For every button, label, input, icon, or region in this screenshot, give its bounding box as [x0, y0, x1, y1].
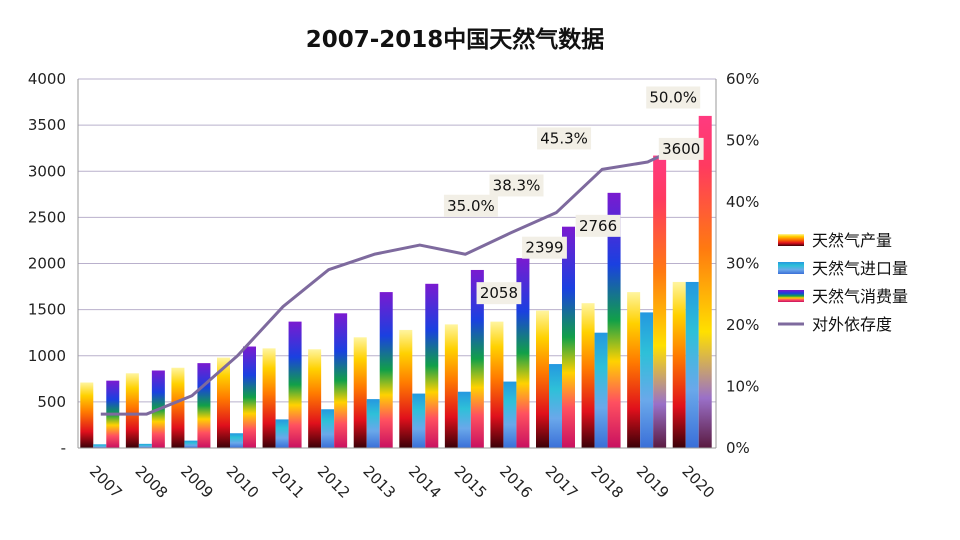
bar-天然气产量-2010 — [217, 357, 230, 448]
x-tick-label: 2013 — [359, 462, 399, 502]
x-tick-label: 2008 — [132, 462, 172, 502]
y-right-tick-label: 60% — [726, 70, 759, 88]
y-right-tick-label: 40% — [726, 193, 759, 211]
bar-天然气进口量-2009 — [184, 440, 198, 448]
bar-天然气产量-2019 — [627, 292, 641, 448]
bar-天然气产量-2020 — [672, 281, 686, 448]
x-tick-label: 2011 — [268, 462, 308, 502]
x-tick-label: 2007 — [86, 462, 126, 502]
bar-天然气产量-2016 — [490, 321, 504, 448]
y-right-tick-label: 30% — [726, 255, 759, 273]
bar-天然气消费量-2009 — [197, 363, 211, 448]
legend-swatch — [778, 234, 804, 246]
y-right-tick-label: 10% — [726, 378, 759, 396]
legend-label: 天然气消费量 — [812, 287, 908, 306]
x-tick-label: 2009 — [177, 462, 217, 502]
chart-title: 2007-2018中国天然气数据 — [305, 27, 605, 53]
bar-天然气产量-2012 — [308, 349, 322, 448]
bar-天然气进口量-2014 — [412, 393, 426, 448]
x-tick-label: 2014 — [405, 462, 445, 502]
data-label: 38.3% — [493, 176, 541, 194]
y-right-tick-label: 50% — [726, 132, 759, 150]
bar-天然气产量-2013 — [353, 337, 367, 448]
bar-天然气消费量-2011 — [288, 321, 302, 448]
bar-天然气进口量-2020 — [685, 281, 699, 448]
bar-天然气进口量-2015 — [457, 391, 471, 448]
bar-天然气进口量-2008 — [138, 443, 152, 448]
bar-天然气进口量-2012 — [321, 409, 335, 448]
legend-swatch — [778, 262, 804, 274]
bar-天然气产量-2014 — [399, 329, 413, 448]
y-left-tick-label: - — [61, 439, 66, 457]
bar-天然气进口量-2016 — [503, 381, 517, 448]
x-tick-label: 2019 — [633, 462, 673, 502]
bar-天然气消费量-2010 — [243, 346, 256, 448]
data-label-bg — [575, 214, 621, 237]
data-label: 2766 — [579, 217, 617, 235]
bar-天然气产量-2011 — [262, 348, 276, 448]
data-label: 3600 — [662, 140, 700, 158]
bar-天然气消费量-2012 — [334, 313, 348, 448]
data-label: 35.0% — [447, 197, 495, 215]
line-对外依存度 — [100, 139, 694, 416]
bar-天然气进口量-2017 — [549, 364, 562, 448]
data-label-bg — [537, 127, 592, 150]
legend-label: 天然气产量 — [812, 231, 892, 250]
data-label: 2058 — [480, 284, 518, 302]
y-left-tick-label: 3500 — [28, 116, 66, 134]
bar-天然气进口量-2013 — [366, 399, 380, 448]
data-label-bg — [658, 137, 704, 160]
bar-天然气产量-2018 — [581, 303, 595, 448]
bar-天然气消费量-2015 — [470, 269, 484, 448]
y-left-tick-label: 500 — [37, 393, 66, 411]
y-left-tick-label: 2000 — [28, 255, 66, 273]
data-label-bg — [476, 282, 522, 305]
x-tick-label: 2015 — [451, 462, 491, 502]
bar-天然气进口量-2011 — [275, 419, 289, 448]
bar-天然气消费量-2014 — [425, 283, 439, 448]
y-left-tick-label: 2500 — [28, 208, 66, 226]
bar-天然气产量-2008 — [125, 373, 139, 448]
bar-天然气产量-2017 — [536, 310, 549, 448]
bar-天然气进口量-2007 — [93, 444, 107, 448]
bar-天然气消费量-2018 — [607, 192, 621, 448]
y-right-tick-label: 20% — [726, 316, 759, 334]
x-tick-label: 2010 — [223, 462, 263, 502]
data-label: 50.0% — [649, 89, 697, 107]
bar-天然气产量-2007 — [80, 382, 94, 448]
data-label-bg — [489, 174, 544, 197]
y-left-tick-label: 1500 — [28, 301, 66, 319]
bar-天然气消费量-2013 — [379, 292, 393, 448]
y-left-tick-label: 4000 — [28, 70, 66, 88]
x-tick-label: 2018 — [587, 462, 627, 502]
y-left-tick-label: 1000 — [28, 347, 66, 365]
y-right-tick-label: 0% — [726, 439, 750, 457]
y-left-tick-label: 3000 — [28, 162, 66, 180]
bar-天然气消费量-2019 — [653, 155, 667, 448]
bar-天然气产量-2009 — [171, 367, 185, 448]
bar-天然气进口量-2018 — [594, 332, 608, 448]
bar-天然气进口量-2010 — [230, 433, 243, 448]
bar-天然气产量-2015 — [444, 324, 458, 448]
data-label-bg — [646, 86, 701, 109]
data-label: 2399 — [525, 239, 563, 257]
data-label-bg — [522, 236, 567, 259]
data-label-bg — [443, 194, 498, 217]
data-label: 45.3% — [540, 129, 588, 147]
x-tick-label: 2016 — [496, 462, 536, 502]
bar-天然气消费量-2016 — [516, 258, 530, 448]
legend-label: 天然气进口量 — [812, 259, 908, 278]
x-tick-label: 2020 — [678, 462, 718, 502]
bar-天然气消费量-2017 — [562, 226, 575, 448]
bar-天然气进口量-2019 — [640, 312, 654, 448]
legend-swatch — [778, 290, 804, 302]
x-tick-label: 2012 — [314, 462, 354, 502]
bar-天然气消费量-2020 — [698, 115, 712, 449]
x-tick-label: 2017 — [542, 462, 582, 502]
legend-label: 对外依存度 — [812, 315, 892, 334]
